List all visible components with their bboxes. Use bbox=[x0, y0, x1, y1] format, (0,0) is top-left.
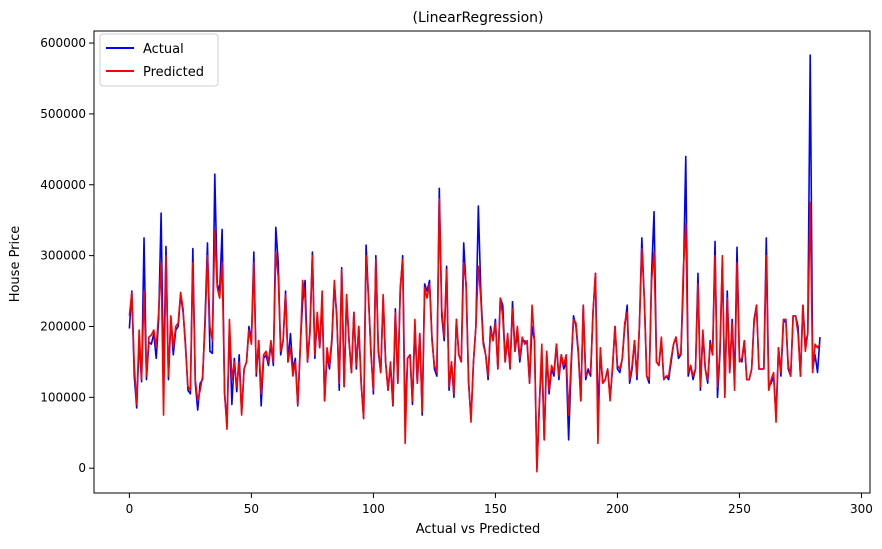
x-tick-label: 300 bbox=[850, 502, 873, 516]
x-tick-label: 0 bbox=[126, 502, 134, 516]
plot-frame bbox=[93, 30, 871, 494]
x-tick-label: 250 bbox=[728, 502, 751, 516]
legend-label-predicted: Predicted bbox=[143, 65, 204, 80]
y-tick-label: 500000 bbox=[40, 107, 86, 121]
x-tick-label: 150 bbox=[484, 502, 507, 516]
y-tick-label: 200000 bbox=[40, 319, 86, 333]
series-line-predicted bbox=[128, 198, 821, 473]
y-tick-label: 400000 bbox=[40, 178, 86, 192]
x-tick-label: 50 bbox=[244, 502, 259, 516]
y-tick-label: 600000 bbox=[40, 36, 86, 50]
legend-label-actual: Actual bbox=[143, 42, 184, 57]
x-tick-label: 100 bbox=[362, 502, 385, 516]
series-line-actual bbox=[128, 54, 821, 470]
axes: 0 50 100 150 200 250 300 0 100000 200000 300000 400… bbox=[40, 30, 873, 516]
x-tick-label: 200 bbox=[606, 502, 629, 516]
chart-title: (LinearRegression) bbox=[412, 10, 543, 26]
x-axis-label: Actual vs Predicted bbox=[416, 522, 540, 537]
y-tick-label: 100000 bbox=[40, 390, 86, 404]
plot-area bbox=[128, 54, 821, 473]
y-tick-label: 300000 bbox=[40, 249, 86, 263]
y-axis-label: House Price bbox=[8, 226, 23, 303]
y-tick-label: 0 bbox=[78, 461, 86, 475]
legend: Actual Predicted bbox=[99, 33, 219, 87]
